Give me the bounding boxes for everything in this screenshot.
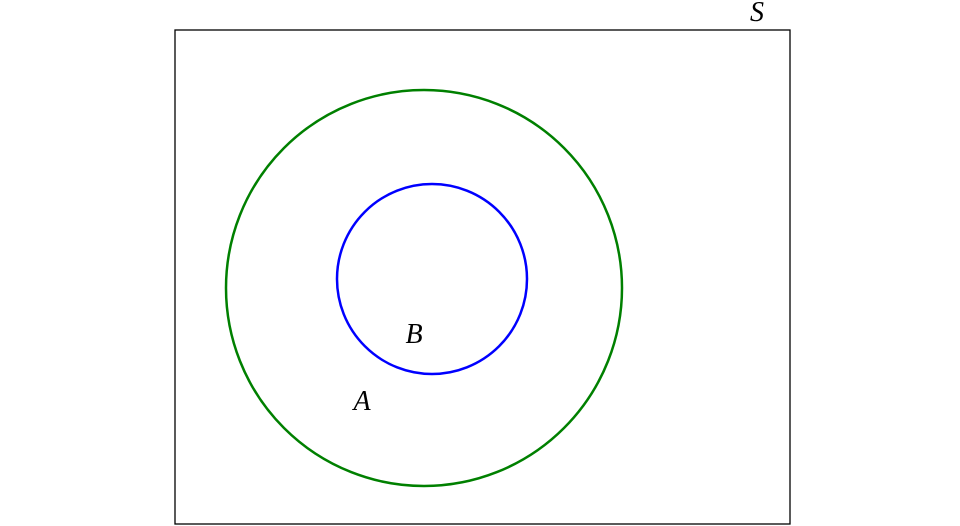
set-S-rect: [175, 30, 790, 524]
set-A-circle: [226, 90, 622, 486]
label-S: S: [750, 0, 764, 29]
label-B: B: [405, 319, 422, 351]
diagram-canvas: S A B: [0, 0, 960, 526]
venn-svg: [0, 0, 960, 526]
set-B-circle: [337, 184, 527, 374]
label-A: A: [353, 386, 370, 418]
